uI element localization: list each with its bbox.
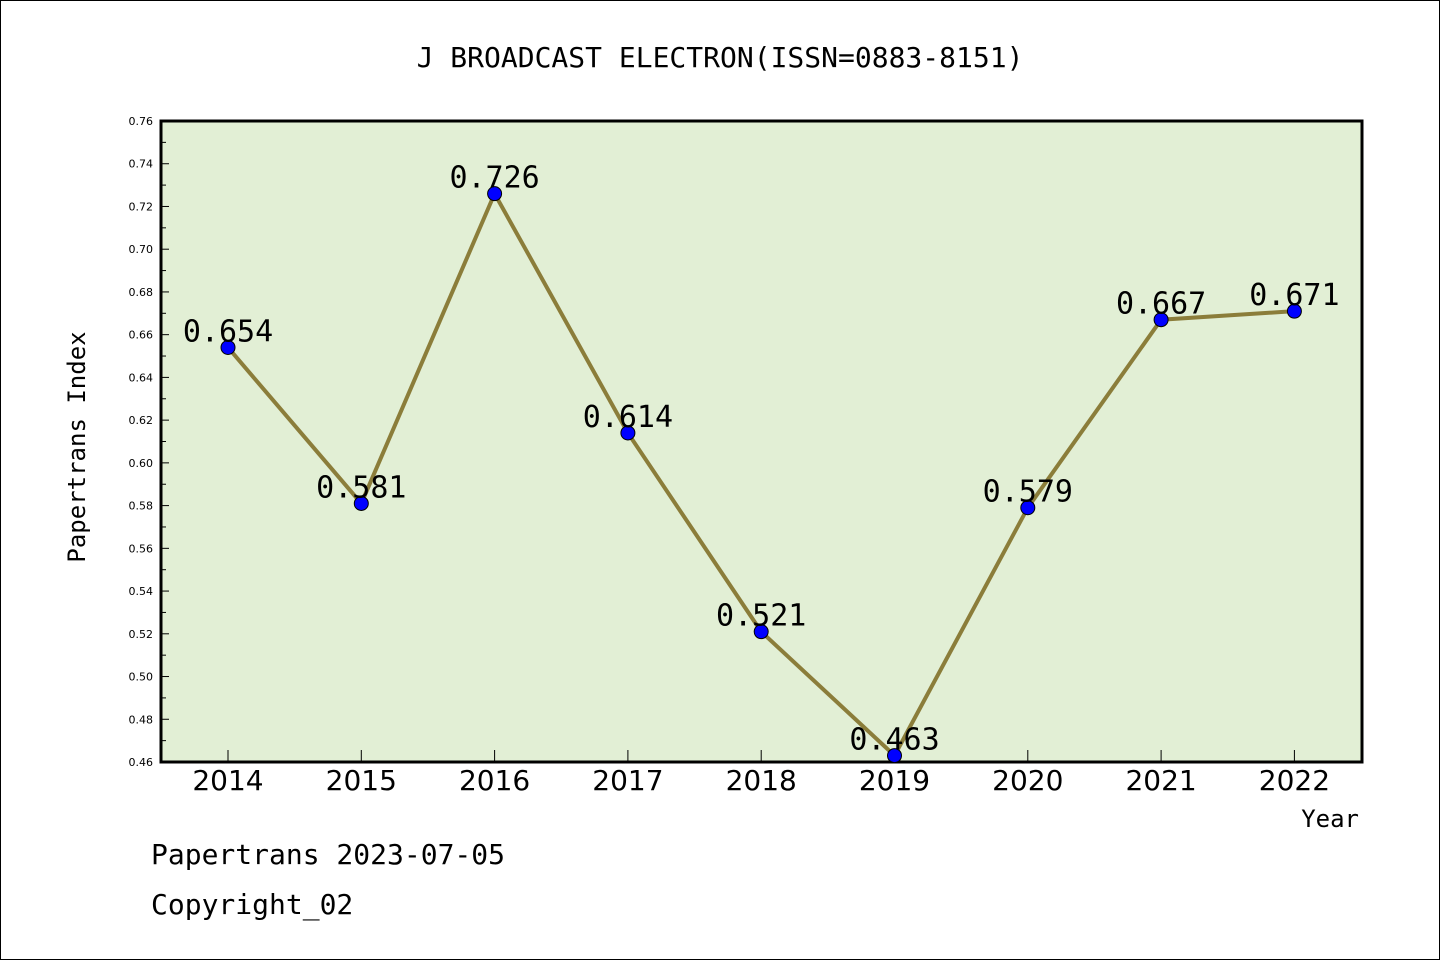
data-label: 0.667	[1116, 287, 1206, 322]
x-tick-label: 2016	[459, 764, 530, 797]
data-labels: 0.654 0.581 0.726 0.614 0.521 0.463 0.579 0.667…	[183, 161, 1340, 758]
data-point	[620, 425, 636, 441]
data-label: 0.463	[849, 723, 939, 758]
data-points	[220, 186, 1302, 764]
x-tick-label: 2020	[992, 764, 1063, 797]
data-label: 0.654	[183, 314, 273, 349]
data-label: 0.671	[1249, 278, 1339, 313]
y-tick-label: 0.62	[129, 414, 154, 427]
y-tick-label: 0.74	[129, 158, 154, 171]
y-tick-label: 0.48	[129, 713, 154, 726]
data-label: 0.581	[316, 470, 406, 505]
y-tick-label: 0.60	[129, 457, 154, 470]
x-axis-title: Year	[1301, 805, 1359, 833]
y-tick-label: 0.50	[129, 671, 154, 684]
x-tick-label: 2022	[1259, 764, 1330, 797]
data-point	[1020, 500, 1036, 516]
x-tick-label: 2021	[1125, 764, 1196, 797]
y-axis-title: Papertrans Index	[63, 331, 91, 562]
x-axis-ticks: 2014 2015 2016 2017 2018 2019 2020 2021 2022	[192, 750, 1330, 797]
data-point	[1286, 303, 1302, 319]
y-tick-label: 0.52	[129, 628, 154, 641]
y-tick-label: 0.58	[129, 500, 154, 513]
footer-copyright: Copyright_02	[151, 888, 353, 922]
data-point	[220, 339, 236, 355]
x-tick-label: 2017	[592, 764, 663, 797]
data-point	[487, 186, 503, 202]
y-tick-label: 0.72	[129, 200, 154, 213]
data-point	[887, 748, 902, 764]
data-label: 0.614	[583, 400, 673, 435]
data-point	[353, 495, 369, 511]
x-tick-label: 2019	[859, 764, 930, 797]
y-tick-label: 0.66	[129, 329, 154, 342]
y-tick-label: 0.46	[129, 756, 154, 769]
y-axis-ticks: 0.46 0.48 0.50 0.52 0.54 0.56 0.58 0.60 0.62 0.64…	[129, 115, 169, 769]
y-tick-label: 0.54	[129, 585, 154, 598]
data-point	[753, 624, 769, 640]
y-tick-label: 0.56	[129, 542, 154, 555]
data-label: 0.579	[983, 475, 1073, 510]
y-tick-label: 0.76	[129, 115, 154, 128]
y-tick-label: 0.64	[129, 371, 154, 384]
data-point	[1153, 312, 1169, 328]
x-tick-label: 2014	[192, 764, 263, 797]
y-tick-label: 0.68	[129, 286, 154, 299]
chart-title: J BROADCAST ELECTRON(ISSN=0883-8151)	[417, 41, 1024, 74]
x-tick-label: 2015	[326, 764, 397, 797]
footer-date: Papertrans 2023-07-05	[151, 838, 505, 871]
data-label: 0.726	[449, 161, 539, 196]
x-tick-label: 2018	[726, 764, 797, 797]
plot-area	[159, 119, 1364, 764]
y-tick-label: 0.70	[129, 243, 154, 256]
data-label: 0.521	[716, 599, 806, 634]
